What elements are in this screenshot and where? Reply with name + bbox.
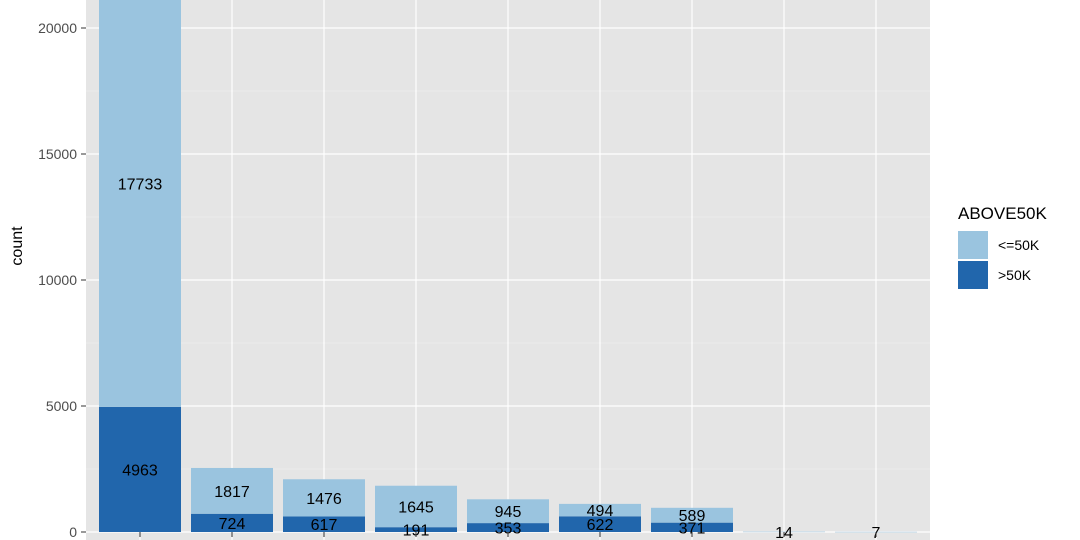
bar-segment	[375, 485, 457, 528]
y-axis: 0 5000 10000 15000 20000	[38, 20, 877, 540]
bar-label: 494	[587, 503, 614, 520]
bar-segment	[191, 467, 273, 514]
bar-label: 4963	[122, 462, 158, 479]
y-tick-label: 10000	[38, 272, 77, 288]
bar-segment	[743, 531, 825, 533]
bar-segment	[283, 479, 365, 517]
bar-label: 589	[679, 508, 706, 525]
legend-label-gt50k: >50K	[998, 267, 1032, 283]
bar-label: 1817	[214, 484, 250, 501]
bar-segment	[467, 499, 549, 524]
bar-segment	[467, 523, 549, 532]
bars	[99, 0, 917, 533]
y-axis-title: count	[9, 226, 26, 266]
y-tick-label: 20000	[38, 20, 77, 36]
bar-segment	[99, 0, 181, 407]
legend: ABOVE50K <=50K >50K	[958, 204, 1047, 289]
bar-segment	[191, 513, 273, 532]
bar-label: 617	[311, 517, 338, 534]
bar-label: 371	[679, 520, 706, 537]
bar-segment	[283, 516, 365, 532]
bar-segment	[559, 516, 641, 532]
bar-segment	[559, 503, 641, 517]
bar-label: 622	[587, 517, 614, 534]
y-tick-label: 0	[69, 524, 77, 540]
bar-label: 353	[495, 521, 522, 538]
bar-label: 17733	[118, 176, 163, 193]
legend-label-le50k: <=50K	[998, 237, 1040, 253]
bar-label: 1476	[306, 491, 342, 508]
legend-title: ABOVE50K	[958, 204, 1047, 223]
bar-label: 1645	[398, 499, 434, 516]
bar-segment	[99, 406, 181, 532]
bar-label: 191	[403, 523, 430, 540]
y-tick-label: 15000	[38, 146, 77, 162]
bar-segment	[651, 507, 733, 523]
bar-label: 724	[219, 516, 246, 533]
bar-segment	[651, 522, 733, 532]
legend-key-le50k	[958, 231, 988, 259]
y-tick-label: 5000	[46, 398, 77, 414]
bar-segment	[375, 527, 457, 532]
legend-key-gt50k	[958, 261, 988, 289]
bar-label: 945	[495, 504, 522, 521]
